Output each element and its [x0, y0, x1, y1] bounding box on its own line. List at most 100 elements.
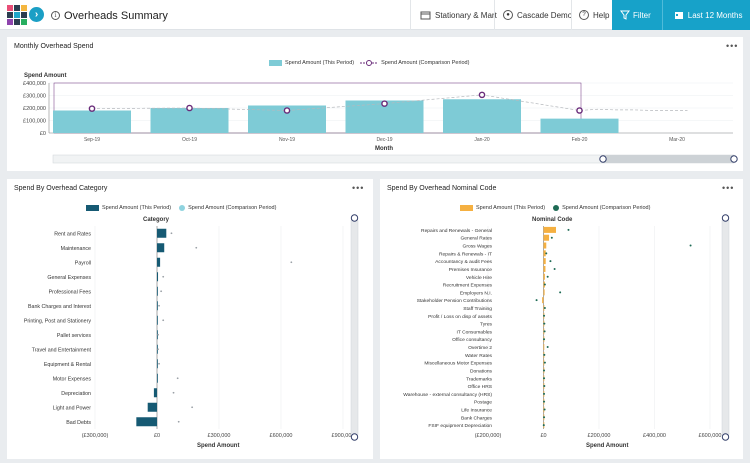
category-label: Office HRS [468, 384, 493, 390]
category-label: Motor Expenses [53, 376, 92, 382]
category-label: Depreciation [61, 391, 91, 397]
range-slider-handle [599, 155, 607, 163]
legend-swatch-comp [179, 205, 186, 211]
panel-title: Spend By Overhead Category [14, 185, 108, 192]
panel-title: Monthly Overhead Spend [14, 43, 94, 50]
comparison-point [162, 319, 165, 322]
y-tick-label: £200,000 [23, 106, 46, 112]
user-menu[interactable]: ● Cascade Demo [503, 0, 572, 30]
bar-this-period [543, 242, 547, 249]
category-label: Vehicle Hire [466, 275, 492, 281]
category-label: Premises Insurance [449, 267, 492, 273]
bar-this-period [157, 272, 159, 282]
comparison-point [543, 361, 546, 364]
comparison-point [543, 408, 546, 411]
comparison-point [567, 228, 570, 231]
range-slider-unselected [603, 155, 734, 163]
bar-this-period [150, 108, 229, 133]
x-tick-label: Sep-19 [84, 137, 100, 143]
comparison-point [186, 104, 193, 112]
category-label: Travel and Entertainment [32, 347, 92, 353]
category-label: Tyres [480, 322, 493, 328]
category-label: IT Consumables [456, 329, 492, 335]
bar-this-period [543, 250, 546, 257]
legend-swatch-comp [553, 205, 560, 211]
category-label: Staff Training [463, 306, 492, 312]
range-slider-handle [350, 214, 359, 222]
user-icon: ● [503, 10, 513, 20]
bar-this-period [147, 402, 157, 412]
category-chart: (£300,000) £0 £300,000 £600,000 £900,000 Rent… [24, 214, 359, 441]
x-tick-label: £900,000 [332, 433, 355, 439]
period-selector[interactable]: Last 12 Months [674, 10, 743, 20]
filter-icon [620, 10, 630, 20]
legend-comp[interactable]: Spend Amount (Comparison Period) [188, 205, 277, 211]
bar-this-period [153, 388, 157, 398]
category-label: Office consultancy [452, 337, 492, 343]
filter-button[interactable]: Filter [620, 10, 651, 20]
legend-this[interactable]: Spend Amount (This Period) [285, 60, 355, 66]
legend-comp[interactable]: Spend Amount (Comparison Period) [381, 60, 470, 66]
y-axis-title: Spend Amount [24, 73, 67, 79]
company-selector[interactable]: Stationary & Mart [420, 0, 497, 30]
legend-this[interactable]: Spend Amount (This Period) [102, 205, 172, 211]
comparison-point [543, 400, 546, 403]
category-label: Accountancy & audit Fees [435, 259, 492, 265]
user-name: Cascade Demo [517, 10, 573, 20]
comparison-point [689, 244, 692, 247]
category-label: Stakeholder Pension Contributions [417, 298, 493, 304]
comparison-point [160, 290, 163, 293]
info-icon[interactable]: i [51, 11, 60, 20]
calendar-icon [674, 12, 683, 19]
more-options-icon[interactable]: ••• [352, 183, 365, 193]
legend-swatch-this [460, 205, 473, 211]
axis-title: Nominal Code [532, 217, 573, 223]
comparison-point [543, 353, 546, 356]
comparison-point [543, 330, 546, 333]
filter-bar: Filter Last 12 Months [612, 0, 750, 30]
bar-this-period [543, 273, 545, 280]
category-label: Gross Wages [463, 244, 493, 250]
more-options-icon[interactable]: ••• [726, 41, 739, 51]
comparison-point [559, 291, 562, 294]
category-label: Life Insurance [461, 407, 492, 413]
category-label: Profit / Loss on disp of assets [428, 314, 492, 320]
category-label: Warehouse - external consultancy (HRS) [403, 392, 492, 398]
x-axis-title: Month [375, 146, 393, 152]
bar-this-period [543, 289, 545, 296]
app-logo-icon[interactable] [7, 5, 27, 25]
comparison-point [478, 91, 486, 99]
category-label: Miscellaneous Motor Expenses [424, 361, 492, 367]
comparison-point [381, 100, 388, 107]
x-axis-title: Spend Amount [197, 443, 240, 449]
category-label: Trademarks [466, 376, 492, 382]
comparison-point [543, 416, 546, 419]
x-tick-label: £0 [154, 433, 160, 439]
y-tick-label: £0 [40, 131, 46, 137]
category-label: FSIF equipment Depreciation [428, 423, 492, 429]
more-options-icon[interactable]: ••• [722, 183, 735, 193]
comparison-point [158, 362, 160, 365]
category-label: General Expenses [47, 275, 91, 281]
bar-this-period [157, 301, 158, 311]
help-button[interactable]: ? Help [579, 0, 609, 30]
comparison-point [88, 105, 96, 112]
category-label: Equipment & Rental [44, 362, 91, 368]
category-label: Repairs and Renewals - General [421, 228, 492, 234]
category-label: Light and Power [53, 405, 92, 411]
bar-this-period [540, 118, 619, 133]
expand-nav-button[interactable]: › [29, 7, 44, 22]
bar-this-period [443, 99, 521, 133]
category-label: Overtime 2 [468, 345, 492, 351]
x-tick-label: Oct-19 [182, 137, 197, 143]
category-label: Bad Debts [66, 420, 91, 426]
period-label: Last 12 Months [687, 10, 743, 20]
legend-comp[interactable]: Spend Amount (Comparison Period) [562, 205, 651, 211]
comparison-point [543, 338, 546, 341]
legend-this[interactable]: Spend Amount (This Period) [476, 205, 546, 211]
x-tick-label: Jan-20 [474, 137, 490, 143]
comparison-point [543, 385, 546, 388]
category-label: Printing, Post and Stationery [24, 318, 91, 324]
comparison-point [543, 322, 546, 325]
category-spend-panel: Spend By Overhead Category ••• Spend Amo… [7, 179, 373, 459]
